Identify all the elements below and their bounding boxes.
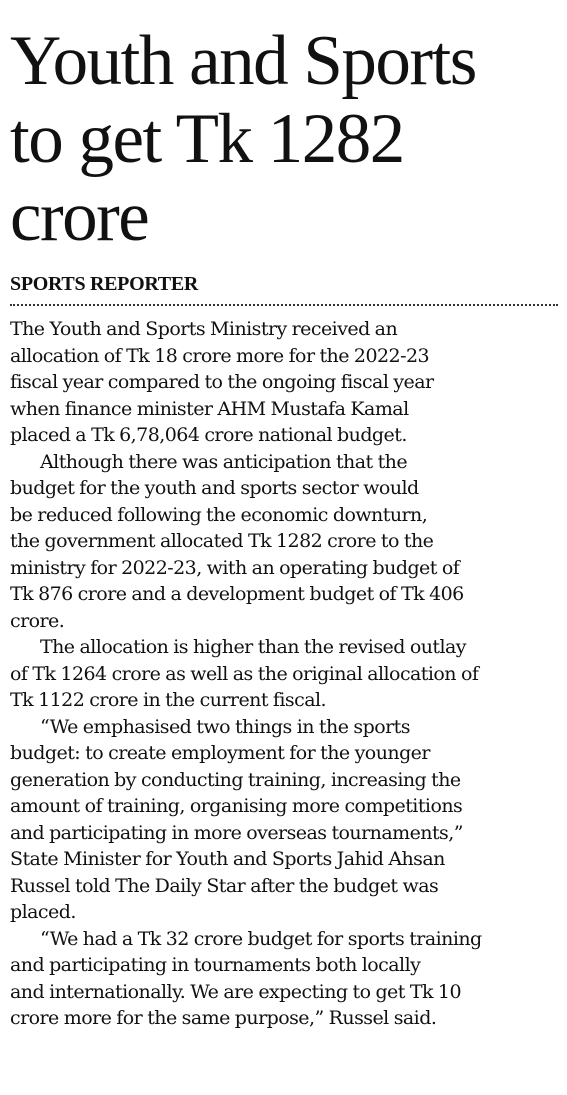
text-line: and internationally. We are expecting to…	[10, 980, 462, 1003]
paragraph-1: The Youth and Sports Ministry received a…	[10, 316, 558, 449]
text-line: “We emphasised two things in the sports	[40, 715, 410, 738]
text-line: crore more for the same purpose,” Russel…	[10, 1007, 437, 1029]
headline-line: crore	[10, 178, 150, 256]
text-line: budget: to create employment for the you…	[10, 742, 430, 764]
text-line: and participating in tournaments both lo…	[10, 954, 421, 976]
paragraph-4: “We emphasised two things in the sports …	[10, 714, 558, 926]
text-line: when finance minister AHM Mustafa Kamal	[10, 397, 409, 420]
text-line: State Minister for Youth and Sports Jahi…	[10, 848, 445, 870]
text-line: amount of training, organising more comp…	[10, 795, 463, 817]
text-line: Although there was anticipation that the	[40, 450, 408, 473]
text-line: and participating in more overseas tourn…	[10, 821, 463, 844]
text-line: crore.	[10, 609, 65, 632]
text-line: The Youth and Sports Ministry received a…	[10, 318, 398, 340]
text-line: fiscal year compared to the ongoing fisc…	[10, 371, 434, 393]
news-article: Youth and Sports to get Tk 1282 crore SP…	[10, 22, 558, 1032]
paragraph-5: “We had a Tk 32 crore budget for sports …	[10, 926, 558, 1032]
text-line: placed a Tk 6,78,064 crore national budg…	[10, 424, 407, 446]
text-line: the government allocated Tk 1282 crore t…	[10, 530, 434, 552]
text-line: generation by conducting training, incre…	[10, 768, 461, 791]
headline-line: Youth and Sports	[10, 22, 477, 100]
paragraph-3: The allocation is higher than the revise…	[10, 634, 558, 714]
text-line: of Tk 1264 crore as well as the original…	[10, 662, 479, 685]
text-line: allocation of Tk 18 crore more for the 2…	[10, 344, 430, 367]
headline: Youth and Sports to get Tk 1282 crore	[10, 22, 558, 256]
text-line: placed.	[10, 901, 76, 923]
paragraph-2: Although there was anticipation that the…	[10, 449, 558, 635]
article-body: The Youth and Sports Ministry received a…	[10, 316, 558, 1032]
text-line: budget for the youth and sports sector w…	[10, 477, 419, 499]
text-line: Russel told The Daily Star after the bud…	[10, 874, 439, 897]
text-line: Tk 876 crore and a development budget of…	[10, 583, 464, 605]
text-line: “We had a Tk 32 crore budget for sports …	[40, 927, 482, 950]
headline-line: to get Tk 1282	[10, 100, 405, 178]
text-line: ministry for 2022-23, with an operating …	[10, 556, 460, 579]
dotted-divider	[10, 304, 558, 306]
text-line: be reduced following the economic downtu…	[10, 503, 428, 526]
text-line: The allocation is higher than the revise…	[40, 636, 467, 658]
text-line: Tk 1122 crore in the current fiscal.	[10, 689, 327, 711]
byline: SPORTS REPORTER	[10, 273, 199, 295]
